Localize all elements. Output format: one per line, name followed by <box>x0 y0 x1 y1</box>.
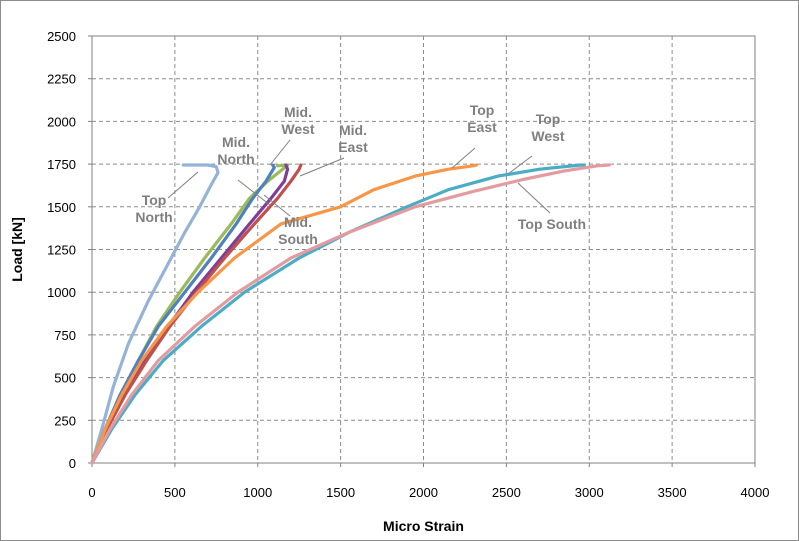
annotation-label-mid-east: Mid. East <box>338 122 368 155</box>
annotation-line: Mid. <box>284 214 312 230</box>
annotation-line: Top <box>470 102 495 118</box>
annotation-leader-mid-east <box>299 157 345 177</box>
annotation-label-top-south: Top South <box>518 216 586 232</box>
x-axis-title: Micro Strain <box>383 518 464 534</box>
annotation-leader-mid-south <box>263 194 291 217</box>
series-line-mid-east <box>90 163 303 465</box>
annotation-line: East <box>467 119 497 135</box>
y-tick-label: 500 <box>54 371 76 386</box>
y-axis-title: Load [kN] <box>9 217 25 282</box>
annotation-label-top-west: Top West <box>531 111 565 144</box>
y-tick-label: 0 <box>69 456 76 471</box>
y-tick-label: 1500 <box>47 200 76 215</box>
y-tick-label: 250 <box>54 413 76 428</box>
axis-layer: Micro Strain Load [kN] 0 500 1000 1500 2000 2… <box>9 29 769 534</box>
annotation-leader-mid-west <box>269 139 291 166</box>
x-tick-label: 2000 <box>409 485 438 500</box>
series-line-top-west <box>90 163 586 465</box>
x-tick-label: 3500 <box>658 485 687 500</box>
annotation-line: West <box>281 121 315 137</box>
annotation-line: North <box>135 209 172 225</box>
x-tick-label: 500 <box>164 485 186 500</box>
x-tick-label: 3000 <box>575 485 604 500</box>
x-tick-label: 4000 <box>741 485 770 500</box>
annotation-leader-mid-north <box>237 179 271 206</box>
annotation-line: Mid. <box>339 122 367 138</box>
y-tick-label: 750 <box>54 328 76 343</box>
annotation-label-mid-south: Mid. South <box>278 214 318 247</box>
annotation-line: Mid. <box>222 134 250 150</box>
annotation-label-top-east: Top East <box>467 102 497 135</box>
annotation-line: West <box>531 128 565 144</box>
annotation-leader-top-west <box>507 155 533 175</box>
annotation-line: Mid. <box>284 104 312 120</box>
y-tick-label: 2000 <box>47 114 76 129</box>
annotation-leader-top-north <box>167 171 199 199</box>
annotation-line: North <box>217 151 254 167</box>
y-tick-label: 1750 <box>47 157 76 172</box>
annotation-line: East <box>338 139 368 155</box>
y-tick-label: 2500 <box>47 29 76 44</box>
annotation-line: Top <box>536 111 561 127</box>
y-tick-label: 1000 <box>47 285 76 300</box>
series-line-top-north <box>90 163 220 465</box>
annotation-label-top-north: Top North <box>135 192 172 225</box>
x-tick-label: 2500 <box>492 485 521 500</box>
series-line-top-south <box>90 163 611 465</box>
annotation-line: Top <box>142 192 167 208</box>
annotation-line: South <box>278 231 318 247</box>
series-layer <box>90 163 611 465</box>
x-tick-label: 1500 <box>326 485 355 500</box>
grid-layer <box>88 35 756 467</box>
annotation-label-mid-north: Mid. North <box>217 134 254 167</box>
annotation-leader-top-east <box>451 147 476 169</box>
x-tick-label: 0 <box>88 485 95 500</box>
series-line-mid-south <box>90 163 290 465</box>
y-tick-label: 1250 <box>47 243 76 258</box>
series-line-mid-north <box>90 163 290 465</box>
series-line-top-east <box>90 163 479 465</box>
y-tick-label: 2250 <box>47 72 76 87</box>
annotation-label-mid-west: Mid. West <box>281 104 315 137</box>
annotation-leader-top-south <box>517 182 551 214</box>
x-tick-label: 1000 <box>243 485 272 500</box>
annotation-line: Top South <box>518 216 586 232</box>
